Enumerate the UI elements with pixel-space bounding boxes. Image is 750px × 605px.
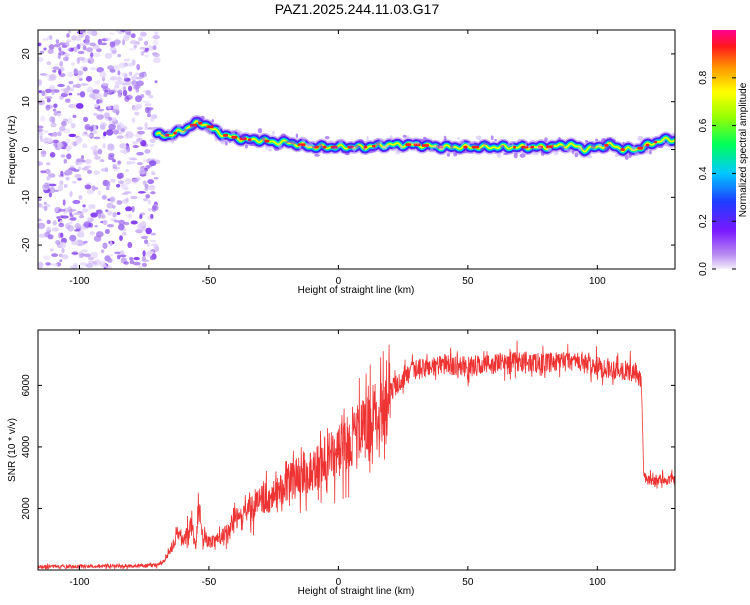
colorbar-tick-label: 0.6 (698, 118, 709, 132)
colorbar-gradient (712, 30, 736, 269)
spectrogram-ylabel: Frequency (Hz) (7, 116, 18, 185)
spectrogram-ytick-label: -20 (21, 237, 32, 252)
spectrogram-xtick-label: -50 (202, 276, 217, 287)
snr-frame (37, 329, 676, 571)
noise-speckle (38, 30, 161, 269)
spectrogram-xtick-label: 100 (589, 276, 606, 287)
snr-ytick-label: 4000 (21, 435, 32, 458)
spectrogram-xlabel: Height of straight line (km) (298, 285, 415, 296)
colorbar: 0.0 0.2 0.4 0.6 0.8 Normalized spectral ampl… (698, 30, 749, 276)
spectrogram-ytick-label: -10 (21, 190, 32, 205)
snr-xtick-label: 0 (336, 577, 342, 588)
spectrogram-ytick-label: 10 (21, 96, 32, 108)
spectrogram-ytick-label: 0 (21, 146, 32, 152)
snr-xtick-label: -100 (69, 577, 89, 588)
snr-ytick-label: 2000 (21, 497, 32, 520)
spectrogram-xtick-label: -100 (69, 276, 89, 287)
snr-xtick-label: 50 (462, 577, 474, 588)
snr-xtick-label: -50 (202, 577, 217, 588)
colorbar-label: Normalized spectral amplitude (738, 82, 749, 217)
snr-xtick-label: 100 (589, 577, 606, 588)
snr-series-line (38, 340, 675, 570)
colorbar-tick-label: 0.0 (698, 262, 709, 276)
spectrogram-ytick-label: 20 (21, 48, 32, 60)
colorbar-tick-label: 0.2 (698, 214, 709, 228)
ridge-halo (160, 115, 675, 161)
spectrogram-xtick-label: 0 (336, 276, 342, 287)
colorbar-tick-label: 0.4 (698, 166, 709, 180)
colorbar-tick-label: 0.8 (698, 70, 709, 84)
chart-title: PAZ1.2025.244.11.03.G17 (275, 1, 440, 17)
snr-panel: -100 -50 0 50 100 2000 4000 6000 Height of stra… (7, 329, 676, 597)
spectrogram-xtick-label: 50 (462, 276, 474, 287)
spectrogram-frame (37, 29, 676, 270)
snr-xlabel: Height of straight line (km) (298, 586, 415, 597)
snr-ylabel: SNR (10 * v/v) (7, 418, 18, 482)
snr-ytick-label: 6000 (21, 374, 32, 397)
